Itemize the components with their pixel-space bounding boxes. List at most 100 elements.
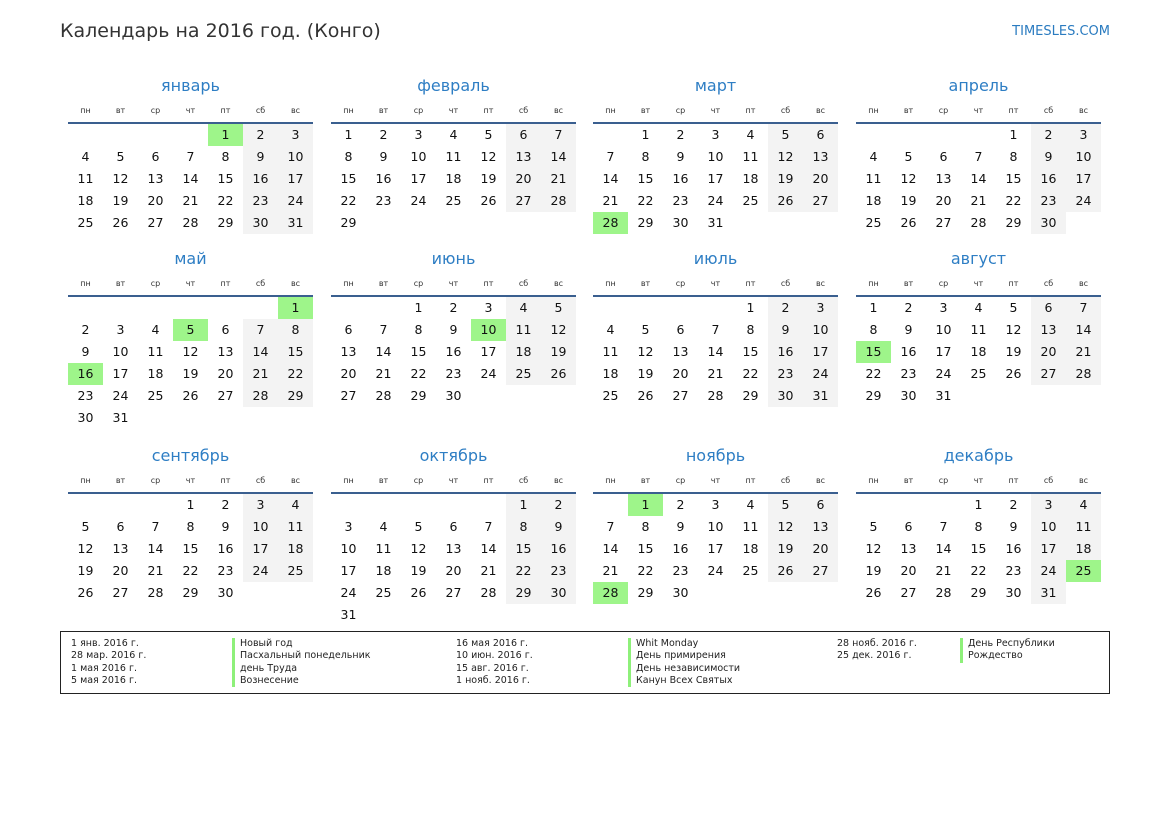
day-cell[interactable]: 1 — [414, 300, 423, 315]
day-cell[interactable]: 6 — [676, 322, 685, 337]
day-cell[interactable]: 27 — [506, 190, 541, 212]
day-cell[interactable]: 5 — [414, 519, 423, 534]
day-cell[interactable]: 5 — [116, 149, 125, 164]
day-cell[interactable]: 25 — [77, 215, 94, 230]
day-cell[interactable]: 30 — [217, 585, 234, 600]
day-cell[interactable]: 26 — [768, 560, 803, 582]
day-cell[interactable]: 2 — [449, 300, 458, 315]
day-cell[interactable]: 20 — [340, 366, 357, 381]
day-cell[interactable]: 13 — [112, 541, 129, 556]
day-cell[interactable]: 18 — [1066, 538, 1101, 560]
day-cell[interactable]: 5 — [768, 494, 803, 516]
day-cell[interactable]: 9 — [768, 319, 803, 341]
day-cell[interactable]: 7 — [379, 322, 388, 337]
day-cell[interactable]: 17 — [935, 344, 952, 359]
day-cell[interactable]: 25 — [147, 388, 164, 403]
day-cell[interactable]: 28 — [375, 388, 392, 403]
day-cell[interactable]: 8 — [1009, 149, 1018, 164]
day-cell[interactable]: 17 — [410, 171, 427, 186]
day-cell[interactable]: 14 — [541, 146, 576, 168]
day-cell[interactable]: 18 — [278, 538, 313, 560]
day-cell[interactable]: 8 — [869, 322, 878, 337]
day-cell[interactable]: 11 — [602, 344, 619, 359]
day-cell[interactable]: 6 — [116, 519, 125, 534]
day-cell[interactable]: 13 — [672, 344, 689, 359]
day-cell[interactable]: 11 — [77, 171, 94, 186]
day-cell[interactable]: 5 — [768, 124, 803, 146]
day-cell[interactable]: 15 — [217, 171, 234, 186]
day-cell[interactable]: 9 — [221, 519, 230, 534]
day-cell[interactable]: 31 — [935, 388, 952, 403]
day-cell[interactable]: 7 — [606, 519, 615, 534]
day-cell[interactable]: 14 — [375, 344, 392, 359]
day-cell[interactable]: 30 — [1031, 212, 1066, 234]
day-cell[interactable]: 30 — [672, 585, 689, 600]
day-cell[interactable]: 4 — [606, 322, 615, 337]
day-cell[interactable]: 9 — [449, 322, 458, 337]
day-cell[interactable]: 20 — [217, 366, 234, 381]
day-cell[interactable]: 11 — [278, 516, 313, 538]
day-cell[interactable]: 18 — [506, 341, 541, 363]
day-cell[interactable]: 21 — [1066, 341, 1101, 363]
day-cell[interactable]: 2 — [541, 494, 576, 516]
day-cell[interactable]: 12 — [112, 171, 129, 186]
day-cell[interactable]: 15 — [856, 341, 891, 363]
day-cell[interactable]: 8 — [414, 322, 423, 337]
day-cell[interactable]: 14 — [147, 541, 164, 556]
day-cell[interactable]: 27 — [445, 585, 462, 600]
day-cell[interactable]: 31 — [707, 215, 724, 230]
day-cell[interactable]: 8 — [278, 319, 313, 341]
day-cell[interactable]: 8 — [344, 149, 353, 164]
day-cell[interactable]: 2 — [221, 497, 230, 512]
day-cell[interactable]: 22 — [410, 366, 427, 381]
day-cell[interactable]: 29 — [182, 585, 199, 600]
day-cell[interactable]: 23 — [375, 193, 392, 208]
day-cell[interactable]: 14 — [480, 541, 497, 556]
day-cell[interactable]: 14 — [935, 541, 952, 556]
day-cell[interactable]: 2 — [1009, 497, 1018, 512]
day-cell[interactable]: 3 — [711, 127, 720, 142]
day-cell[interactable]: 1 — [628, 494, 663, 516]
day-cell[interactable]: 28 — [935, 585, 952, 600]
day-cell[interactable]: 19 — [182, 366, 199, 381]
day-cell[interactable]: 2 — [904, 300, 913, 315]
day-cell[interactable]: 17 — [1031, 538, 1066, 560]
day-cell[interactable]: 7 — [186, 149, 195, 164]
day-cell[interactable]: 28 — [182, 215, 199, 230]
day-cell[interactable]: 6 — [1031, 297, 1066, 319]
day-cell[interactable]: 2 — [768, 297, 803, 319]
day-cell[interactable]: 4 — [974, 300, 983, 315]
day-cell[interactable]: 22 — [506, 560, 541, 582]
day-cell[interactable]: 1 — [869, 300, 878, 315]
day-cell[interactable]: 23 — [445, 366, 462, 381]
day-cell[interactable]: 28 — [480, 585, 497, 600]
day-cell[interactable]: 26 — [77, 585, 94, 600]
day-cell[interactable]: 6 — [939, 149, 948, 164]
day-cell[interactable]: 29 — [340, 215, 357, 230]
day-cell[interactable]: 3 — [243, 494, 278, 516]
day-cell[interactable]: 11 — [375, 541, 392, 556]
day-cell[interactable]: 19 — [637, 366, 654, 381]
day-cell[interactable]: 24 — [1066, 190, 1101, 212]
day-cell[interactable]: 18 — [375, 563, 392, 578]
day-cell[interactable]: 1 — [746, 300, 755, 315]
day-cell[interactable]: 15 — [506, 538, 541, 560]
day-cell[interactable]: 5 — [484, 127, 493, 142]
day-cell[interactable]: 20 — [147, 193, 164, 208]
day-cell[interactable]: 5 — [641, 322, 650, 337]
day-cell[interactable]: 3 — [803, 297, 838, 319]
day-cell[interactable]: 24 — [707, 563, 724, 578]
day-cell[interactable]: 17 — [278, 168, 313, 190]
day-cell[interactable]: 30 — [900, 388, 917, 403]
day-cell[interactable]: 19 — [865, 563, 882, 578]
day-cell[interactable]: 3 — [484, 300, 493, 315]
day-cell[interactable]: 13 — [147, 171, 164, 186]
day-cell[interactable]: 17 — [707, 171, 724, 186]
day-cell[interactable]: 7 — [711, 322, 720, 337]
day-cell[interactable]: 6 — [803, 124, 838, 146]
day-cell[interactable]: 24 — [935, 366, 952, 381]
day-cell[interactable]: 16 — [445, 344, 462, 359]
day-cell[interactable]: 9 — [541, 516, 576, 538]
day-cell[interactable]: 16 — [243, 168, 278, 190]
day-cell[interactable]: 5 — [81, 519, 90, 534]
